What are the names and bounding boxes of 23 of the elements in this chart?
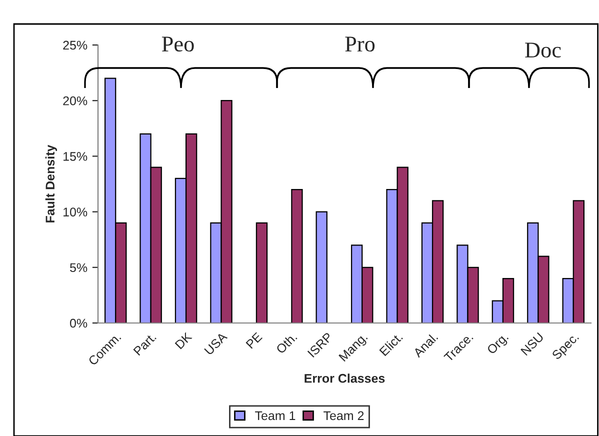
y-tick-label: 25% xyxy=(63,40,88,50)
x-tick-label: USA xyxy=(204,332,228,356)
y-tick-label: 20% xyxy=(63,96,88,106)
bar xyxy=(256,222,268,323)
annotation: Doc xyxy=(525,42,561,58)
x-tick-label: DK xyxy=(174,332,192,350)
y-tick-label: 5% xyxy=(70,263,88,272)
legend-label: Team 1 xyxy=(255,411,296,420)
y-tick-label: 10% xyxy=(64,208,88,216)
annotation: Peo xyxy=(162,36,194,52)
x-axis-title: Error Classes xyxy=(304,374,385,383)
y-tick-label: 0% xyxy=(70,318,88,328)
bar xyxy=(316,211,328,323)
x-tick-label: Org. xyxy=(486,332,510,356)
annotation: Pro xyxy=(345,36,375,52)
x-tick-label: Elict. xyxy=(378,332,404,356)
x-tick-label: PE xyxy=(246,332,262,349)
legend-label: Team 2 xyxy=(324,411,364,420)
x-tick-label: Oth. xyxy=(275,332,298,354)
bar xyxy=(291,189,303,323)
x-tick-label: Part. xyxy=(133,332,157,356)
y-tick-label: 15% xyxy=(64,152,88,161)
y-axis-title: Fault Density xyxy=(45,144,58,222)
